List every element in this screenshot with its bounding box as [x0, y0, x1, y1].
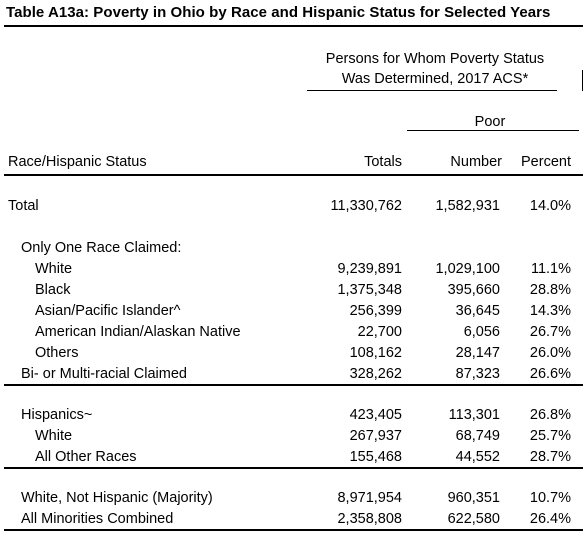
poor-underline: [407, 130, 579, 131]
cell-number: 6,056: [463, 324, 500, 340]
cell-totals: 9,239,891: [337, 261, 402, 277]
section-label: Only One Race Claimed:: [21, 240, 182, 256]
row-label: White, Not Hispanic (Majority): [21, 490, 213, 506]
right-tick: [582, 70, 583, 91]
cell-number: 622,580: [447, 511, 500, 527]
cell-totals: 267,937: [349, 428, 402, 444]
cell-percent: 26.8%: [529, 407, 571, 423]
cell-totals: 328,262: [349, 366, 402, 382]
cell-number: 113,301: [448, 407, 500, 423]
row-label: Black: [35, 282, 71, 298]
cell-percent: 26.0%: [529, 345, 571, 361]
cell-number: 1,029,100: [435, 261, 500, 277]
section-rule: [4, 384, 583, 386]
header-poor: Poor: [474, 114, 506, 130]
cell-totals: 22,700: [357, 324, 402, 340]
cell-totals: 256,399: [349, 303, 402, 319]
cell-totals: 11,330,762: [330, 198, 403, 214]
cell-totals: 8,971,954: [337, 490, 402, 506]
cell-percent: 28.8%: [529, 282, 571, 298]
cell-percent: 25.7%: [529, 428, 571, 444]
row-label: White: [35, 261, 73, 277]
cell-number: 28,147: [455, 345, 500, 361]
cell-totals: 1,375,348: [337, 282, 402, 298]
row-label: Others: [35, 345, 79, 361]
cell-number: 960,351: [447, 490, 500, 506]
cell-percent: 14.3%: [529, 303, 571, 319]
cell-percent: 10.7%: [529, 490, 571, 506]
row-label: White: [35, 428, 73, 444]
header-percent: Percent: [521, 154, 571, 170]
header-race-label: Race/Hispanic Status: [8, 154, 147, 170]
header-group-line1: Persons for Whom Poverty Status: [325, 51, 545, 67]
table-title: Table A13a: Poverty in Ohio by Race and …: [6, 4, 551, 21]
cell-number: 395,660: [447, 282, 500, 298]
row-label: All Minorities Combined: [21, 511, 174, 527]
section-rule: [4, 467, 583, 469]
cell-totals: 155,468: [349, 449, 402, 465]
cell-percent: 11.1%: [530, 261, 571, 277]
cell-percent: 28.7%: [529, 449, 571, 465]
row-label: Hispanics~: [21, 407, 93, 423]
group-underline: [307, 90, 557, 91]
cell-percent: 26.6%: [529, 366, 571, 382]
row-label: All Other Races: [35, 449, 137, 465]
row-label: Total: [8, 198, 39, 214]
cell-totals: 2,358,808: [337, 511, 402, 527]
row-label: Asian/Pacific Islander^: [35, 303, 181, 319]
cell-number: 68,749: [455, 428, 500, 444]
bottom-rule: [4, 529, 583, 531]
cell-number: 87,323: [455, 366, 500, 382]
cell-percent: 26.4%: [529, 511, 571, 527]
row-label: Bi- or Multi-racial Claimed: [21, 366, 187, 382]
header-totals: Totals: [364, 154, 402, 170]
cell-totals: 423,405: [349, 407, 402, 423]
cell-number: 1,582,931: [435, 198, 500, 214]
cell-number: 44,552: [455, 449, 500, 465]
cell-number: 36,645: [455, 303, 500, 319]
cell-totals: 108,162: [349, 345, 402, 361]
header-rule: [4, 174, 583, 176]
cell-percent: 26.7%: [529, 324, 571, 340]
cell-percent: 14.0%: [529, 198, 571, 214]
header-number: Number: [450, 154, 502, 170]
row-label: American Indian/Alaskan Native: [35, 324, 241, 340]
header-group-line2: Was Determined, 2017 ACS*: [341, 71, 529, 87]
title-rule: [4, 25, 583, 27]
